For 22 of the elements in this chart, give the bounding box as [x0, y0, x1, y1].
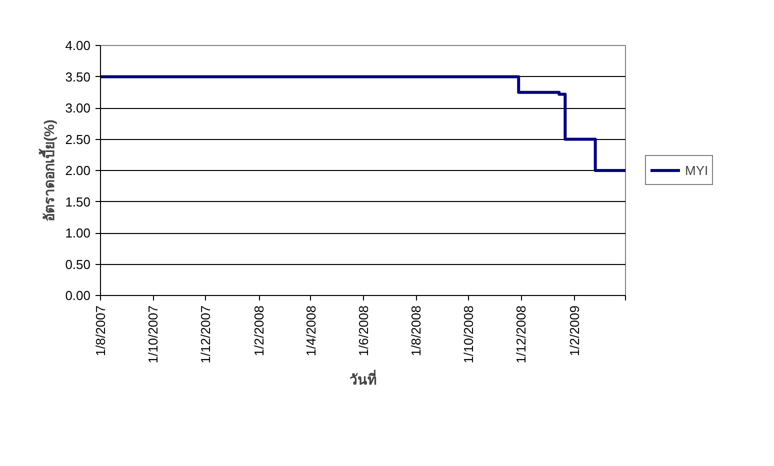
x-tick-label: 1/8/2008 — [408, 305, 424, 356]
y-tick-label: 1.50 — [65, 194, 91, 210]
x-tick-label: 1/10/2007 — [146, 305, 161, 364]
y-tick-label: 2.00 — [65, 163, 91, 178]
x-tick-label: 1/2/2008 — [252, 305, 267, 356]
x-axis-title: วันที่ — [350, 369, 376, 388]
x-tick-label: 1/10/2008 — [461, 305, 476, 364]
y-tick-label: 1.00 — [65, 226, 91, 240]
y-tick-label: 3.50 — [65, 69, 91, 84]
x-tick-label: 1/6/2008 — [356, 305, 371, 356]
x-tick-label: 1/8/2007 — [93, 305, 108, 356]
y-tick-label: 2.50 — [65, 132, 91, 147]
y-axis-title: อัตราดอกเบี้ย(%) — [38, 120, 58, 222]
y-tick-label: 0.50 — [65, 256, 91, 272]
legend-label: MYI — [685, 162, 708, 178]
y-tick-label: 0.00 — [65, 288, 91, 303]
y-tick-label: 4.00 — [65, 38, 91, 53]
y-tick-label: 3.00 — [65, 100, 91, 116]
x-tick-label: 1/2/2009 — [567, 305, 582, 356]
x-tick-label: 1/12/2007 — [198, 305, 214, 364]
x-tick-label: 1/4/2008 — [303, 305, 318, 356]
x-tick-label: 1/12/2008 — [514, 305, 529, 364]
